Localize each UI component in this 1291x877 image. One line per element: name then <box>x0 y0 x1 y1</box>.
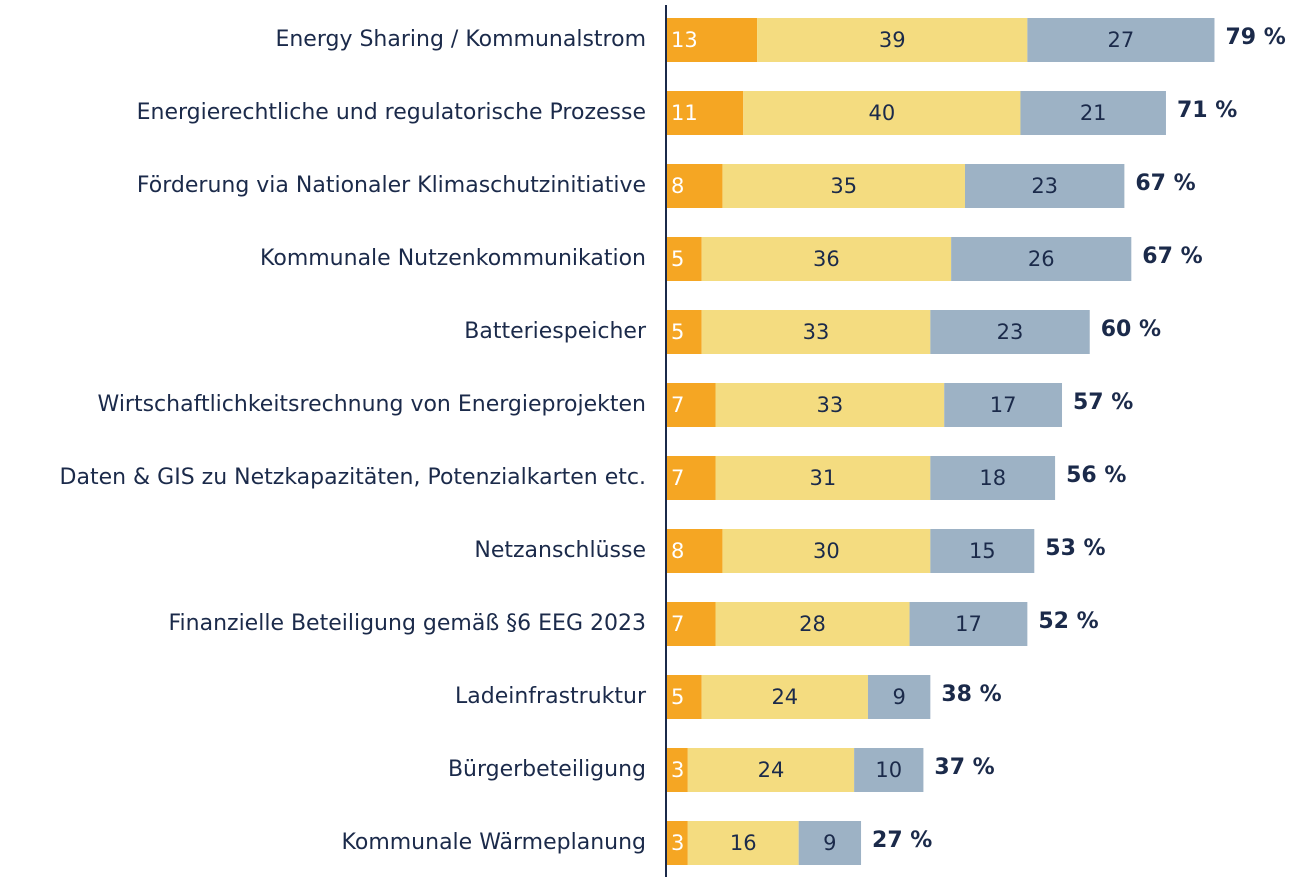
segment-label: 11 <box>671 101 698 125</box>
segment-label: 7 <box>671 393 684 417</box>
category-label: Batteriespeicher <box>464 319 647 344</box>
segment-label: 7 <box>671 466 684 490</box>
bar-segment <box>687 748 855 792</box>
segment-label: 9 <box>823 831 836 855</box>
segment-label: 24 <box>758 758 785 782</box>
total-label: 79 % <box>1225 25 1285 50</box>
bar-segment <box>867 675 931 719</box>
segment-label: 28 <box>799 612 826 636</box>
bar-segment <box>930 529 1035 573</box>
total-label: 52 % <box>1038 609 1098 634</box>
segment-label: 39 <box>879 28 906 52</box>
total-label: 27 % <box>872 828 932 853</box>
bar-segment <box>944 383 1063 427</box>
total-label: 38 % <box>941 682 1001 707</box>
category-label: Energierechtliche und regulatorische Pro… <box>137 100 646 125</box>
segment-label: 36 <box>813 247 840 271</box>
category-label: Ladeinfrastruktur <box>455 684 647 709</box>
bar-segment <box>909 602 1028 646</box>
segment-label: 5 <box>671 320 684 344</box>
total-label: 67 % <box>1142 244 1202 269</box>
category-label: Netzanschlüsse <box>474 538 646 563</box>
bar-segment <box>1027 18 1215 62</box>
segment-label: 40 <box>868 101 895 125</box>
segment-label: 10 <box>875 758 902 782</box>
segment-label: 26 <box>1028 247 1055 271</box>
segment-label: 5 <box>671 685 684 709</box>
category-label: Daten & GIS zu Netzkapazitäten, Potenzia… <box>60 465 646 490</box>
bar-segment <box>722 164 965 208</box>
segment-label: 17 <box>955 612 982 636</box>
bar-segment <box>715 383 945 427</box>
bar-segment <box>722 529 931 573</box>
bar-segment <box>667 91 744 135</box>
bar-segment <box>930 456 1056 500</box>
bar-segment <box>798 821 862 865</box>
category-label: Finanzielle Beteiligung gemäß §6 EEG 202… <box>168 611 646 636</box>
category-label: Kommunale Wärmeplanung <box>342 830 646 855</box>
segment-label: 24 <box>771 685 798 709</box>
bar-segment <box>1020 91 1166 135</box>
segment-label: 5 <box>671 247 684 271</box>
bar-segment <box>667 164 723 208</box>
segment-label: 30 <box>813 539 840 563</box>
total-label: 56 % <box>1066 463 1126 488</box>
bar-segment <box>757 18 1028 62</box>
bar-segment <box>964 164 1125 208</box>
bar-segment <box>930 310 1090 354</box>
bar-segment <box>715 456 931 500</box>
segment-label: 31 <box>810 466 837 490</box>
total-label: 71 % <box>1177 98 1237 123</box>
category-label: Wirtschaftlichkeitsrechnung von Energiep… <box>98 392 646 417</box>
segment-label: 18 <box>979 466 1006 490</box>
bar-segment <box>701 237 952 281</box>
segment-label: 13 <box>671 28 698 52</box>
segment-label: 3 <box>671 758 684 782</box>
bar-segment <box>667 383 716 427</box>
bar-segment <box>667 456 716 500</box>
category-label: Bürgerbeteiligung <box>448 757 646 782</box>
bar-segment <box>701 675 868 719</box>
segment-label: 16 <box>730 831 757 855</box>
bar-segment <box>667 602 716 646</box>
bar-segment <box>667 748 688 792</box>
category-label: Energy Sharing / Kommunalstrom <box>275 27 646 52</box>
segment-label: 15 <box>969 539 996 563</box>
bar-segment <box>667 821 688 865</box>
segment-label: 3 <box>671 831 684 855</box>
bar-segment <box>667 310 702 354</box>
total-label: 53 % <box>1045 536 1105 561</box>
total-label: 57 % <box>1073 390 1133 415</box>
bar-segment <box>667 675 702 719</box>
bar-segment <box>687 821 799 865</box>
segment-label: 23 <box>997 320 1024 344</box>
bar-segment <box>667 529 723 573</box>
bar-segment <box>715 602 910 646</box>
bar-segment <box>743 91 1021 135</box>
bar-segment <box>854 748 924 792</box>
segment-label: 17 <box>990 393 1017 417</box>
segment-label: 23 <box>1031 174 1058 198</box>
bar-segment <box>951 237 1132 281</box>
segment-label: 21 <box>1080 101 1107 125</box>
bar-segment <box>701 310 931 354</box>
segment-label: 7 <box>671 612 684 636</box>
category-label: Förderung via Nationaler Klimaschutzinit… <box>137 173 646 198</box>
segment-label: 33 <box>816 393 843 417</box>
category-label: Kommunale Nutzenkommunikation <box>260 246 646 271</box>
segment-label: 27 <box>1108 28 1135 52</box>
segment-label: 33 <box>803 320 830 344</box>
bar-segment <box>667 18 758 62</box>
total-label: 37 % <box>934 755 994 780</box>
segment-label: 8 <box>671 174 684 198</box>
segment-label: 8 <box>671 539 684 563</box>
bar-segment <box>667 237 702 281</box>
segment-label: 9 <box>892 685 905 709</box>
total-label: 67 % <box>1135 171 1195 196</box>
segment-label: 35 <box>830 174 857 198</box>
total-label: 60 % <box>1101 317 1161 342</box>
